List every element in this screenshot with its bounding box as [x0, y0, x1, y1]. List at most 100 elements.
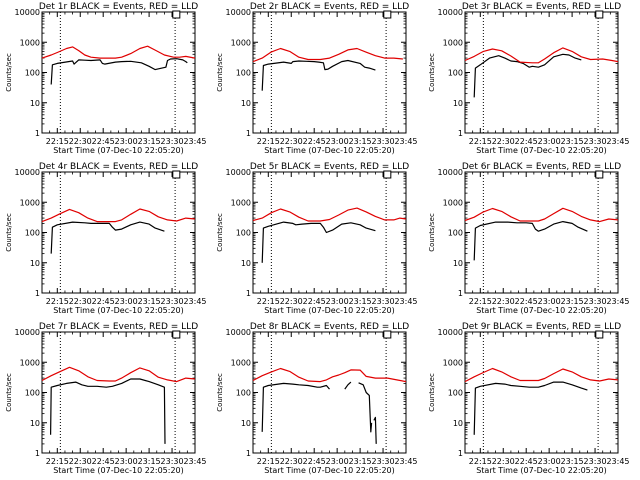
x-tick-label: 22:45	[515, 297, 538, 306]
y-tick-label: 10	[30, 99, 40, 108]
panel-title: Det 1r BLACK = Events, RED = LLD	[39, 2, 198, 12]
events-rate-line	[373, 416, 377, 444]
x-tick-label: 23:30	[372, 457, 395, 466]
lld-rate-line	[252, 47, 403, 63]
x-tick-label: 23:45	[606, 457, 629, 466]
plot-frame	[41, 11, 196, 134]
panel-title: Det 3r BLACK = Events, RED = LLD	[462, 2, 621, 12]
y-tick-label: 1	[458, 289, 463, 298]
x-tick-label: 23:00	[326, 137, 349, 146]
x-tick-label: 23:00	[538, 457, 561, 466]
y-tick-label: 1	[246, 449, 251, 458]
x-tick-label: 23:00	[115, 457, 138, 466]
x-tick-label: 22:15	[469, 297, 492, 306]
x-tick-label: 23:15	[138, 137, 161, 146]
y-tick-label: 1	[35, 289, 40, 298]
panel-title: Det 5r BLACK = Events, RED = LLD	[250, 162, 409, 172]
events-rate-line	[473, 53, 582, 98]
attenuator-state-box	[172, 10, 181, 19]
x-tick-label: 23:30	[372, 137, 395, 146]
y-tick-label: 1000	[20, 38, 40, 47]
y-tick-label: 1000	[231, 38, 251, 47]
lld-rate-line	[252, 367, 407, 383]
x-axis-label: Start Time (07-Dec-10 22:05:20)	[264, 306, 395, 315]
detector-panel-6: Det 6r BLACK = Events, RED = LLD 1 10 100 10…	[428, 162, 630, 315]
y-tick-label: 1	[458, 129, 463, 138]
lld-rate-line	[464, 367, 619, 383]
detector-panel-7: Det 7r BLACK = Events, RED = LLD 1 10 100 10…	[5, 322, 207, 475]
y-tick-label: 1000	[20, 358, 40, 367]
y-tick-label: 100	[448, 229, 463, 238]
x-tick-label: 23:30	[584, 457, 607, 466]
events-rate-line	[344, 381, 352, 390]
x-tick-label: 23:30	[161, 457, 184, 466]
y-tick-label: 10000	[15, 328, 40, 337]
y-tick-label: 10000	[226, 8, 251, 17]
y-tick-label: 10	[453, 259, 463, 268]
y-tick-label: 100	[448, 69, 463, 78]
y-tick-label: 100	[236, 229, 251, 238]
attenuator-state-box	[383, 170, 392, 179]
y-tick-label: 10	[453, 419, 463, 428]
x-tick-label: 22:45	[303, 457, 326, 466]
y-tick-label: 100	[25, 69, 40, 78]
x-axis-label: Start Time (07-Dec-10 22:05:20)	[476, 146, 607, 155]
x-tick-label: 22:30	[492, 457, 515, 466]
lld-rate-line	[252, 207, 407, 222]
y-tick-label: 10	[241, 419, 251, 428]
events-rate-line	[261, 382, 330, 432]
y-axis-label: Counts/sec	[216, 373, 224, 412]
x-tick-label: 22:15	[257, 137, 280, 146]
attenuator-state-box	[383, 330, 392, 339]
y-tick-label: 10000	[438, 328, 463, 337]
detector-panel-4: Det 4r BLACK = Events, RED = LLD 1 10 100 10…	[5, 162, 207, 315]
x-tick-label: 23:45	[606, 297, 629, 306]
detector-panel-8: Det 8r BLACK = Events, RED = LLD 1 10 100 10…	[216, 322, 418, 475]
x-tick-label: 23:30	[584, 297, 607, 306]
x-tick-label: 23:45	[183, 457, 206, 466]
plot-frame	[252, 331, 407, 454]
lld-rate-line	[464, 207, 619, 223]
events-rate-line	[261, 221, 376, 263]
attenuator-state-box	[172, 170, 181, 179]
plot-frame	[252, 171, 407, 294]
panel-title: Det 2r BLACK = Events, RED = LLD	[250, 2, 409, 12]
plot-frame	[41, 171, 196, 294]
events-rate-line	[50, 378, 166, 444]
y-tick-label: 1	[246, 129, 251, 138]
x-tick-label: 23:45	[394, 137, 417, 146]
lld-rate-line	[464, 47, 619, 64]
lld-rate-line	[41, 45, 196, 59]
x-tick-label: 23:00	[538, 297, 561, 306]
plot-frame	[252, 11, 407, 134]
x-tick-label: 22:15	[469, 137, 492, 146]
x-axis-label: Start Time (07-Dec-10 22:05:20)	[476, 466, 607, 475]
plot-frame	[464, 171, 619, 294]
x-tick-label: 22:30	[492, 137, 515, 146]
events-rate-line	[358, 382, 373, 433]
x-tick-label: 22:45	[303, 137, 326, 146]
x-tick-label: 22:45	[92, 137, 115, 146]
y-tick-label: 10000	[226, 168, 251, 177]
y-tick-label: 1000	[20, 198, 40, 207]
y-tick-label: 10000	[438, 168, 463, 177]
x-tick-label: 23:00	[326, 297, 349, 306]
x-tick-label: 22:30	[280, 137, 303, 146]
plot-frame	[464, 331, 619, 454]
y-tick-label: 1000	[231, 198, 251, 207]
x-axis-label: Start Time (07-Dec-10 22:05:20)	[264, 466, 395, 475]
attenuator-state-box	[172, 330, 181, 339]
events-rate-line	[473, 221, 588, 261]
events-rate-line	[473, 381, 588, 435]
y-tick-label: 10	[30, 419, 40, 428]
x-tick-label: 23:30	[161, 297, 184, 306]
y-tick-label: 1000	[443, 198, 463, 207]
x-tick-label: 23:00	[115, 137, 138, 146]
y-axis-label: Counts/sec	[428, 213, 436, 252]
y-tick-label: 10	[241, 259, 251, 268]
lld-rate-line	[41, 208, 196, 223]
y-tick-label: 100	[236, 69, 251, 78]
x-tick-label: 22:45	[515, 457, 538, 466]
y-tick-label: 10000	[15, 168, 40, 177]
